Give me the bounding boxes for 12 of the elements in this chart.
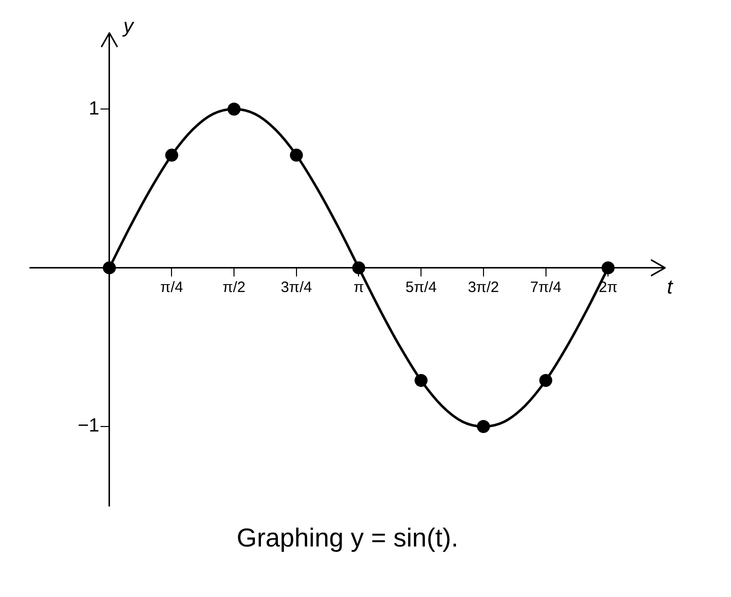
x-axis-title: t (667, 276, 674, 298)
x-tick-label: 3π/4 (280, 278, 312, 296)
x-tick-label: π/4 (160, 278, 184, 296)
x-tick-label: π/2 (222, 278, 246, 296)
y-tick-label: 1 (88, 98, 100, 120)
x-tick-label: 5π/4 (405, 278, 437, 296)
y-tick-label: −1 (78, 416, 100, 437)
y-axis-title: y (121, 16, 134, 38)
x-tick-label: 7π/4 (530, 278, 562, 296)
x-tick-label: 3π/2 (468, 278, 500, 296)
text: Graphing y = sin(t). (236, 522, 458, 553)
x-tick-label: π (354, 278, 364, 296)
